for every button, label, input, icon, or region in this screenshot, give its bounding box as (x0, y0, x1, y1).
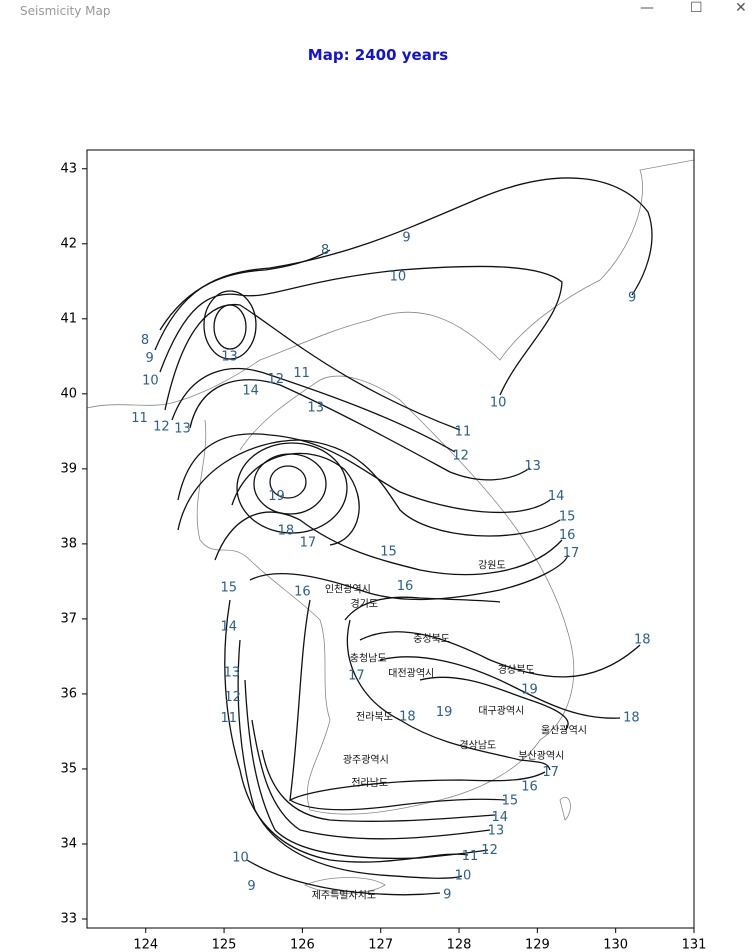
y-tick-label: 37 (60, 611, 77, 626)
contour-label: 19 (436, 705, 453, 720)
place-label: 인천광역시 (325, 584, 371, 596)
place-label: 강원도 (478, 560, 506, 572)
contour-label: 11 (131, 411, 148, 426)
maximize-button[interactable]: ☐ (690, 0, 703, 16)
contour-lines (154, 177, 653, 896)
place-label: 전라북도 (356, 711, 393, 723)
title-bar: Seismicity Map — ☐ ✕ (0, 0, 756, 24)
contour-label: 9 (402, 230, 410, 245)
minimize-button[interactable]: — (640, 0, 654, 16)
contour-label: 11 (293, 366, 310, 381)
contour-label: 14 (491, 810, 508, 825)
window-title: Seismicity Map (20, 4, 111, 18)
contour-label: 9 (628, 290, 636, 305)
place-label: 제주특별자치도 (312, 890, 376, 902)
contour-label: 10 (490, 395, 507, 410)
contour-label: 9 (146, 351, 154, 366)
contour-label: 18 (278, 524, 295, 539)
contour-label: 17 (563, 546, 580, 561)
contour-label: 12 (267, 372, 284, 387)
close-button[interactable]: ✕ (735, 0, 747, 16)
place-label: 경상북도 (498, 663, 535, 676)
x-tick-label: 125 (212, 938, 237, 952)
y-tick-label: 40 (60, 386, 77, 401)
y-tick-label: 41 (60, 311, 77, 326)
contour-label: 16 (294, 584, 311, 599)
x-tick-label: 128 (447, 938, 472, 952)
x-tick-label: 131 (682, 938, 707, 952)
place-label: 경상남도 (459, 739, 496, 752)
contour-label: 11 (220, 711, 237, 726)
y-tick-label: 35 (60, 761, 77, 776)
y-tick-label: 39 (60, 461, 77, 476)
y-tick-label: 34 (60, 836, 77, 851)
contour-label: 11 (462, 849, 479, 864)
contour-label: 16 (521, 779, 538, 794)
contour-label: 10 (142, 374, 159, 389)
contour-label: 10 (455, 869, 472, 884)
place-label: 부산광역시 (518, 750, 564, 762)
contour-label: 13 (524, 459, 541, 474)
chart-title: Map: 2400 years (307, 46, 449, 64)
x-tick-label: 126 (290, 938, 315, 952)
contour-label: 15 (559, 509, 576, 524)
contour-label: 10 (232, 851, 249, 866)
contour-label: 12 (153, 419, 170, 434)
contour-label: 15 (220, 581, 237, 596)
x-tick-label: 130 (603, 938, 628, 952)
contour-label: 8 (321, 243, 329, 258)
place-label: 울산광역시 (541, 725, 587, 737)
contour-label: 13 (221, 350, 238, 365)
contour-label: 14 (242, 383, 259, 398)
contour-label: 12 (452, 449, 469, 464)
contour-label: 10 (390, 269, 407, 284)
plot-frame (86, 149, 695, 929)
place-label: 전라남도 (351, 777, 388, 789)
place-label: 충청남도 (350, 653, 387, 665)
coastlines (86, 159, 695, 894)
y-tick-label: 33 (60, 911, 77, 926)
contour-label: 13 (224, 665, 241, 680)
contour-label: 18 (399, 710, 416, 725)
contour-label: 17 (542, 765, 559, 780)
x-tick-label: 124 (133, 938, 158, 952)
place-label: 광주광역시 (343, 754, 389, 766)
contour-label: 9 (247, 879, 255, 894)
contour-label: 13 (174, 422, 191, 437)
contour-label: 11 (455, 425, 472, 440)
contour-label: 8 (141, 333, 149, 348)
contour-label: 16 (397, 579, 414, 594)
y-tick-label: 42 (60, 236, 77, 251)
contour-label: 14 (220, 620, 237, 635)
place-label: 대전광역시 (388, 668, 434, 680)
y-tick-label: 38 (60, 536, 77, 551)
contour-label: 15 (380, 545, 397, 560)
x-tick-label: 129 (525, 938, 550, 952)
y-tick-label: 36 (60, 686, 77, 701)
contour-label: 18 (634, 632, 651, 647)
contour-label: 15 (502, 794, 519, 809)
contour-label: 13 (307, 401, 324, 416)
contour-label: 13 (488, 824, 505, 839)
place-label: 대구광역시 (478, 705, 524, 717)
place-label: 경기도 (350, 597, 378, 610)
place-label: 충청북도 (413, 633, 450, 645)
contour-label: 19 (268, 489, 285, 504)
contour-label: 17 (348, 668, 365, 683)
y-tick-label: 43 (60, 161, 77, 176)
contour-label: 16 (559, 528, 576, 543)
contour-label: 18 (623, 710, 640, 725)
contour-label: 12 (481, 843, 498, 858)
contour-label: 19 (521, 683, 538, 698)
contour-label: 12 (224, 690, 241, 705)
contour-label: 14 (548, 489, 565, 504)
contour-label: 9 (443, 887, 451, 902)
contour-label: 17 (300, 536, 317, 551)
x-tick-label: 127 (368, 938, 393, 952)
